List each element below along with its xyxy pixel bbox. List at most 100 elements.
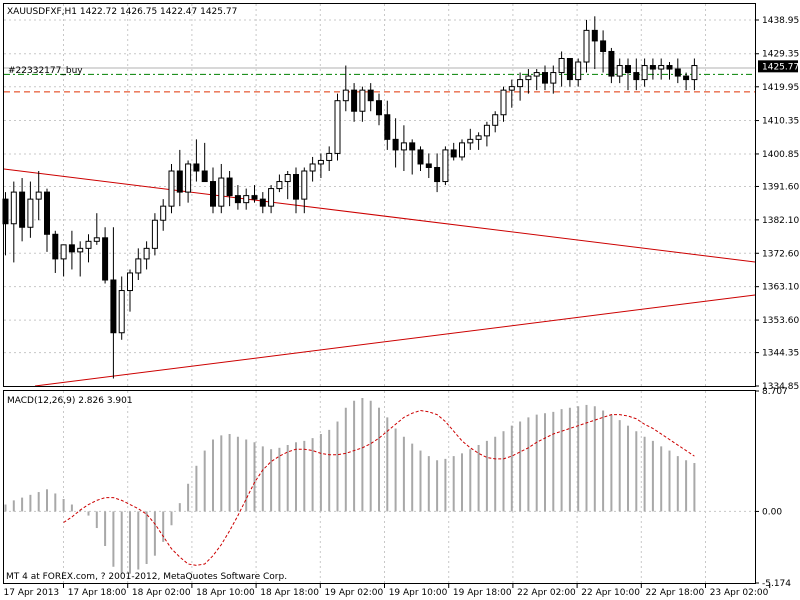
candle [276, 174, 283, 193]
candle-body [674, 68, 681, 77]
candle [293, 167, 299, 214]
price-candles [2, 16, 698, 379]
candle-body [392, 138, 399, 151]
candle [218, 163, 225, 214]
candle-body [60, 244, 67, 260]
candle-body [658, 65, 665, 70]
price-axis-label: 1419.95 [762, 83, 799, 93]
candle-body [226, 177, 233, 197]
candle-body [384, 114, 391, 140]
candle-body [459, 142, 465, 158]
time-axis-label: 17 Apr 18:00 [68, 588, 127, 598]
candle [533, 69, 540, 91]
candle [52, 230, 59, 273]
candle-body [143, 247, 150, 260]
candle [542, 65, 548, 91]
candle-body [176, 170, 183, 193]
candle [442, 146, 449, 186]
candle [566, 57, 573, 87]
candle-body [475, 135, 482, 140]
candle-body [326, 152, 333, 161]
candle-body [268, 188, 275, 207]
price-axis-label: 1382.10 [762, 216, 799, 226]
macd-axis-label: 0.00 [762, 507, 782, 517]
candle-body [575, 61, 582, 81]
candle [633, 58, 640, 91]
candle-body [508, 86, 515, 91]
candle [409, 139, 416, 175]
candle [392, 118, 399, 168]
candle [110, 227, 117, 379]
candle [417, 146, 424, 172]
candle-body [35, 191, 42, 200]
candle-body [110, 279, 117, 334]
current-price-label: 1425.77 [762, 62, 799, 72]
price-axis: 1438.95 1429.35 1419.95 1410.35 1400.85 1391.… [755, 16, 799, 392]
time-axis-label: 17 Apr 2013 [4, 588, 60, 598]
order-label: #22332177_buy [8, 66, 83, 76]
time-axis-label: 23 Apr 02:00 [710, 588, 769, 598]
candle-body [234, 195, 241, 204]
candle [85, 234, 92, 263]
candle [342, 65, 349, 112]
candle-body [434, 166, 441, 183]
time-axis-label: 22 Apr 10:00 [581, 588, 640, 598]
candle-body [533, 72, 540, 77]
macd-signal-line [63, 409, 695, 566]
price-axis-label: 1334.85 [762, 382, 799, 392]
candle-body [483, 124, 490, 137]
candle [658, 58, 665, 80]
candle [600, 30, 607, 73]
candle [317, 153, 324, 179]
macd-histogram [4, 398, 696, 574]
candle-body [566, 57, 573, 81]
candle-body [85, 240, 92, 249]
candle [459, 139, 465, 161]
candle [384, 100, 391, 150]
price-axis-label: 1353.60 [762, 316, 799, 326]
candle [210, 167, 216, 214]
candle-body [44, 191, 50, 235]
time-axis-label: 18 Apr 02:00 [132, 588, 191, 598]
price-axis-label: 1410.35 [762, 117, 799, 127]
time-axis: 17 Apr 2013 17 Apr 18:00 18 Apr 02:00 18 Ap… [4, 584, 771, 598]
candle-body [293, 174, 299, 200]
candle [450, 142, 457, 161]
candle [517, 72, 524, 101]
candle-body [151, 219, 158, 249]
macd-signal [63, 409, 695, 566]
price-axis-label: 1391.60 [762, 182, 799, 192]
candle-body [450, 149, 457, 158]
candle [608, 47, 615, 84]
candle-body [649, 65, 656, 70]
candle-body [550, 72, 557, 84]
time-axis-label: 18 Apr 18:00 [260, 588, 319, 598]
time-axis-label: 19 Apr 10:00 [389, 588, 448, 598]
time-axis-label: 19 Apr 18:00 [453, 588, 512, 598]
time-axis-label: 19 Apr 02:00 [325, 588, 384, 598]
candle-body [641, 65, 648, 81]
candle [309, 156, 316, 182]
candle-body [185, 163, 192, 193]
candle [251, 185, 258, 203]
lower-trendline [34, 294, 756, 387]
price-axis-label: 1344.35 [762, 349, 799, 359]
candle [616, 58, 623, 84]
candle [259, 192, 266, 214]
candle [226, 171, 233, 207]
macd-panel-frame [3, 390, 756, 584]
candle-body [135, 258, 142, 274]
candle-body [301, 170, 308, 200]
candle-body [27, 198, 34, 228]
candle-body [243, 195, 250, 204]
candle-body [93, 237, 100, 242]
candle-body [193, 163, 200, 172]
candle [351, 83, 358, 122]
candle-body [417, 149, 424, 165]
price-axis-label: 1438.95 [762, 16, 799, 26]
candle [176, 149, 183, 207]
price-axis-label: 1429.35 [762, 50, 799, 60]
candle [683, 72, 690, 91]
candle [60, 244, 67, 277]
